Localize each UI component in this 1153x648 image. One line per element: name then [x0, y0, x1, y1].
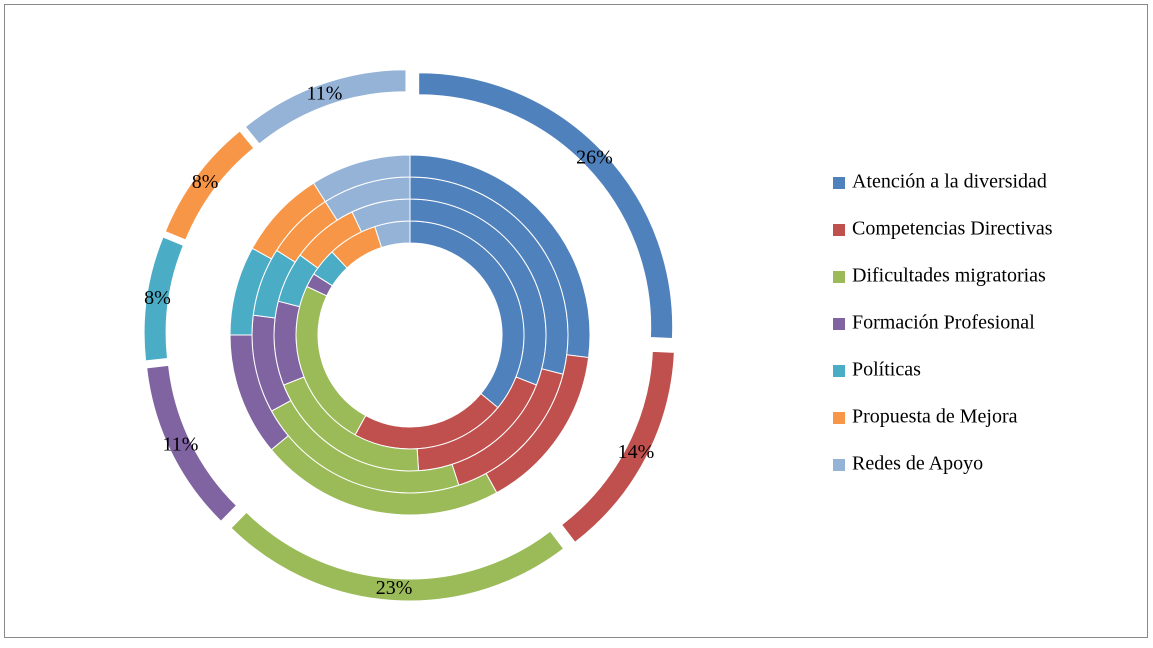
data-label: 26% [576, 147, 613, 169]
legend-swatch [833, 177, 845, 189]
data-label: 23% [376, 577, 413, 599]
legend-label: Políticas [852, 359, 921, 381]
ring-segment [418, 72, 674, 340]
legend-swatch [833, 318, 845, 330]
legend-label: Redes de Apoyo [852, 453, 983, 475]
ring-segment [143, 236, 185, 362]
legend-label: Propuesta de Mejora [852, 406, 1018, 428]
ring-segment [164, 130, 255, 241]
legend-label: Dificultades migratorias [852, 265, 1046, 287]
legend-swatch [833, 459, 845, 471]
legend-label: Formación Profesional [852, 312, 1035, 334]
data-label: 8% [192, 171, 219, 193]
legend-swatch [833, 412, 845, 424]
legend-swatch [833, 365, 845, 377]
data-label: 14% [618, 441, 655, 463]
data-label: 11% [163, 434, 199, 456]
ring-segment [244, 69, 407, 145]
ring-segment [230, 511, 565, 602]
legend-swatch [833, 224, 845, 236]
legend-swatch [833, 271, 845, 283]
data-label: 8% [144, 287, 171, 309]
legend-label: Competencias Directivas [852, 218, 1053, 240]
ring-segment [146, 364, 238, 522]
ring-segment [560, 350, 675, 543]
data-label: 11% [306, 82, 342, 104]
legend-label: Atención a la diversidad [852, 171, 1047, 193]
ring-segment [312, 154, 411, 203]
